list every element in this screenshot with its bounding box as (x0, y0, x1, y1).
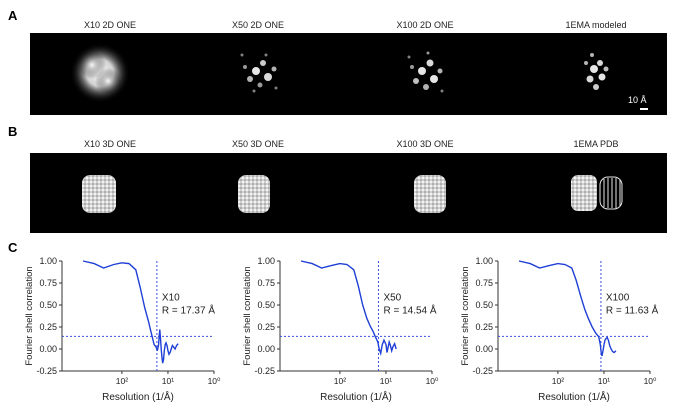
annotation-name: X50 (383, 293, 401, 304)
y-tick-label: 0.75 (257, 278, 275, 288)
image-strip-3d-art (82, 175, 623, 213)
annotation-resolution: R = 14.54 Å (383, 304, 436, 317)
y-tick-label: -0.25 (472, 366, 493, 376)
image-strip-2d-art (70, 43, 609, 103)
y-tick-label: -0.25 (36, 366, 57, 376)
x-tick-label: 10² (552, 376, 564, 386)
x-tick-label: 10⁰ (644, 376, 657, 386)
y-tick-label: 0.00 (257, 344, 275, 354)
volume-x50-3d (238, 175, 270, 213)
caption-x100-2d: X100 2D ONE (396, 20, 454, 30)
particle-x50-2d (240, 53, 278, 93)
y-tick-label: 0.75 (39, 278, 57, 288)
y-tick-label: 0.75 (475, 278, 493, 288)
y-tick-label: 0.50 (257, 300, 275, 310)
x-tick-label: 10¹ (380, 376, 392, 386)
y-axis-label: Fourier shell correlation (242, 266, 253, 365)
caption-x10-2d: X10 2D ONE (83, 20, 137, 30)
volume-x100-3d (414, 175, 446, 213)
y-tick-label: 0.25 (257, 322, 275, 332)
y-tick-label: 1.00 (475, 256, 493, 266)
y-tick-label: 0.00 (475, 344, 493, 354)
x-tick-label: 10¹ (162, 376, 174, 386)
x-tick-label: 10² (334, 376, 346, 386)
volume-1ema-pdb-cartoon (599, 176, 623, 210)
caption-x100-3d: X100 3D ONE (396, 139, 454, 149)
annotation-name: X100 (606, 293, 630, 304)
y-tick-label: 1.00 (257, 256, 275, 266)
x-tick-label: 10⁰ (208, 376, 221, 386)
x-tick-label: 10¹ (598, 376, 610, 386)
image-strip-2d: 10 Å (30, 33, 667, 115)
fsc-curve (82, 260, 179, 364)
fsc-curve (300, 260, 397, 357)
annotation-name: X10 (162, 293, 180, 304)
y-axis-label: Fourier shell correlation (24, 266, 35, 365)
y-tick-label: -0.25 (254, 366, 275, 376)
scale-bar (640, 108, 648, 110)
x-axis-label: Resolution (1/Å) (320, 390, 392, 403)
y-tick-label: 0.00 (39, 344, 57, 354)
caption-x50-2d: X50 2D ONE (231, 20, 285, 30)
volume-1ema-pdb-surface (571, 175, 597, 211)
y-axis-label: Fourier shell correlation (460, 266, 471, 365)
annotation-resolution: R = 17.37 Å (162, 304, 215, 317)
panel-letter-a: A (8, 8, 18, 23)
y-tick-label: 0.50 (475, 300, 493, 310)
particle-x10-2d (70, 43, 130, 103)
caption-x10-3d: X10 3D ONE (83, 139, 137, 149)
x-tick-label: 10⁰ (426, 376, 439, 386)
particle-1ema-modeled (584, 53, 609, 90)
caption-1ema-modeled: 1EMA modeled (565, 20, 627, 30)
y-tick-label: 0.50 (39, 300, 57, 310)
y-tick-label: 0.25 (475, 322, 493, 332)
volume-x10-3d (82, 175, 116, 213)
caption-x50-3d: X50 3D ONE (231, 139, 285, 149)
caption-1ema-pdb: 1EMA PDB (573, 139, 619, 149)
x-axis-label: Resolution (1/Å) (538, 390, 610, 403)
y-tick-label: 1.00 (39, 256, 57, 266)
particle-x100-2d (407, 51, 444, 93)
annotation-resolution: R = 11.63 Å (606, 304, 659, 317)
x-tick-label: 10² (116, 376, 128, 386)
panel-letter-b: B (8, 124, 18, 139)
x-axis-label: Resolution (1/Å) (102, 390, 174, 403)
panel-letter-c: C (8, 240, 18, 255)
fsc-curve (518, 260, 617, 357)
y-tick-label: 0.25 (39, 322, 57, 332)
image-strip-3d (30, 153, 667, 233)
scale-bar-label: 10 Å (628, 95, 647, 105)
